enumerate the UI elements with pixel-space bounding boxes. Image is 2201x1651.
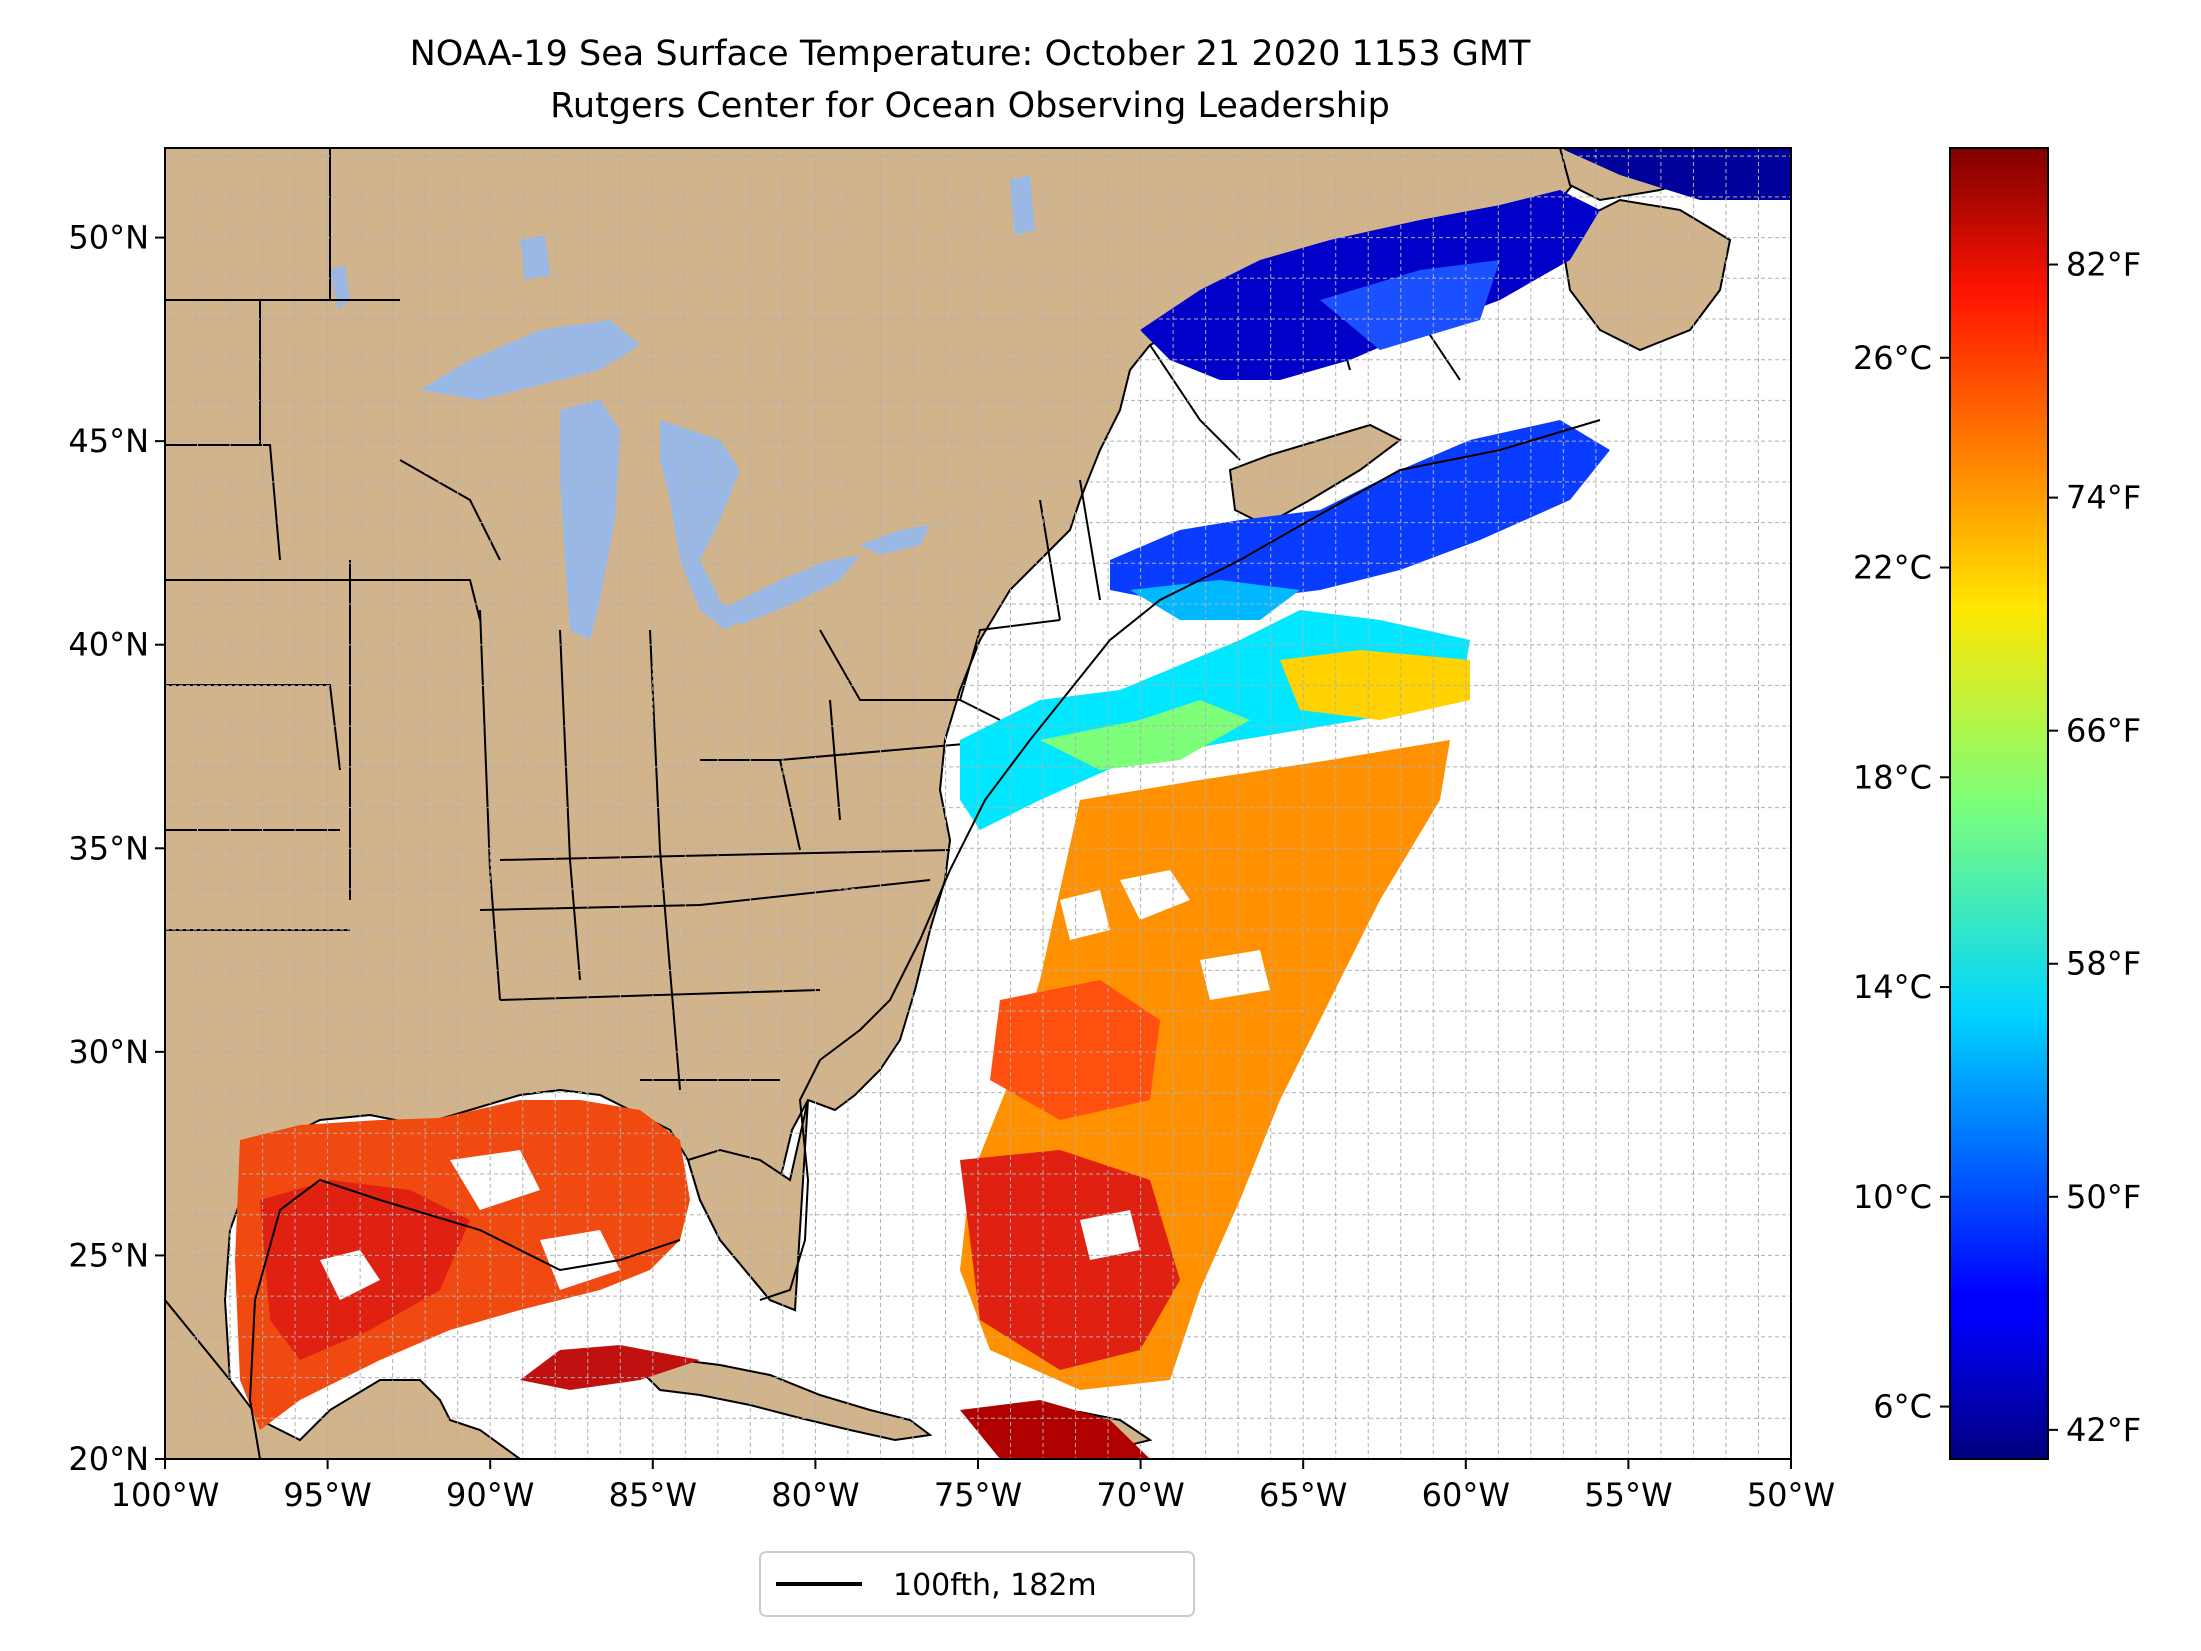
fahrenheit-tick-label: 66°F [2066,712,2141,750]
colorbar-fahrenheit-axis: 42°F 50°F 58°F 66°F 74°F 82°F [2048,246,2141,1449]
lat-tick-label: 50°N [68,219,149,257]
legend-label-100fth: 100fth, 182m [893,1568,1097,1603]
land-cuba [638,1358,933,1442]
lon-tick-label: 60°W [1422,1476,1510,1514]
lon-tick-label: 85°W [609,1476,697,1514]
lat-tick-label: 40°N [68,626,149,664]
fahrenheit-tick-label: 74°F [2066,479,2141,517]
lon-tick-label: 65°W [1259,1476,1347,1514]
lon-tick-label: 95°W [283,1476,371,1514]
lat-tick-label: 45°N [68,422,149,460]
celsius-tick-label: 26°C [1853,339,1932,377]
celsius-tick-label: 22°C [1853,549,1932,587]
lat-tick-label: 30°N [68,1033,149,1071]
fahrenheit-tick-label: 58°F [2066,945,2141,983]
legend-box [759,1551,1195,1617]
map-title-line2: Rutgers Center for Ocean Observing Leade… [550,86,1390,126]
state-borders [165,148,1461,1091]
lon-tick-label: 80°W [771,1476,859,1514]
celsius-tick-label: 14°C [1853,968,1932,1006]
celsius-tick-label: 6°C [1873,1388,1932,1426]
longitude-axis: 100°W 95°W 90°W 85°W 80°W 75°W 70°W 65°W 60°W 55°… [111,1459,1835,1514]
sst-atlantic [960,610,1470,1459]
celsius-tick-label: 10°C [1853,1178,1932,1216]
land-nova-scotia [1228,423,1402,527]
lon-tick-label: 55°W [1584,1476,1672,1514]
fahrenheit-tick-label: 50°F [2066,1178,2141,1216]
legend: 100fth, 182m [759,1551,1195,1617]
lat-tick-label: 35°N [68,829,149,867]
latitude-axis: 20°N 25°N 30°N 35°N 40°N 45°N 50°N [68,219,165,1478]
sst-gulf-of-maine [1110,420,1610,620]
colorbar-gradient [1949,147,2049,1460]
lat-tick-label: 25°N [68,1236,149,1274]
lon-tick-label: 75°W [934,1476,1022,1514]
colorbar-celsius-axis: 6°C 10°C 14°C 18°C 22°C 26°C [1853,339,1950,1426]
celsius-tick-label: 18°C [1853,758,1932,796]
fahrenheit-tick-label: 42°F [2066,1411,2141,1449]
lon-tick-label: 90°W [446,1476,534,1514]
sst-gulf-of-mexico [235,1100,700,1430]
lon-tick-label: 100°W [111,1476,220,1514]
lon-tick-label: 70°W [1096,1476,1184,1514]
map-title-line1: NOAA-19 Sea Surface Temperature: October… [410,34,1531,74]
gridlines [164,148,1792,1460]
colorbar: 6°C 10°C 14°C 18°C 22°C 26°C 42°F 50°F 58°F 66°F… [1853,147,2141,1460]
lon-tick-label: 50°W [1747,1476,1835,1514]
great-lakes [330,175,1035,640]
lat-tick-label: 20°N [68,1440,149,1478]
fahrenheit-tick-label: 82°F [2066,246,2141,284]
isobath-100fth [248,419,1601,1459]
